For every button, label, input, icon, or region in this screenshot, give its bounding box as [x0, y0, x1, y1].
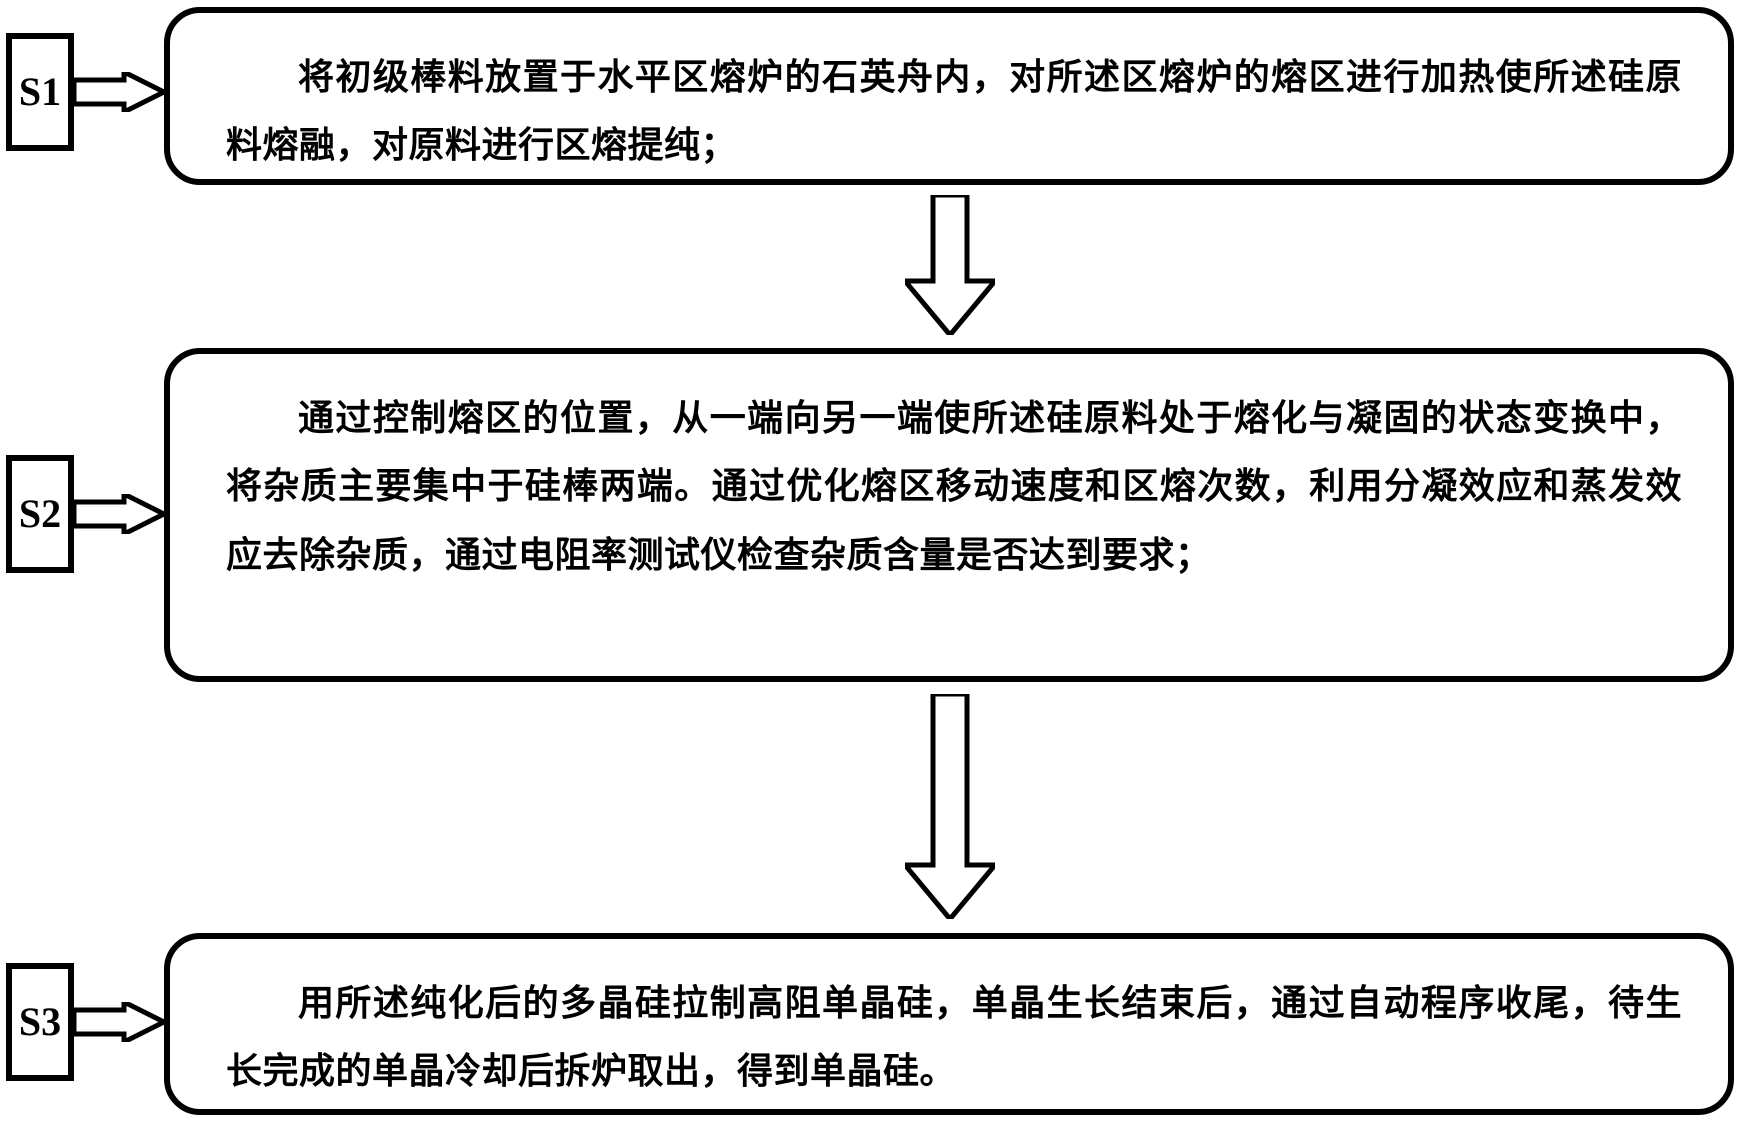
step-s3-label: S3: [19, 1002, 61, 1042]
step-s2-label: S2: [19, 494, 61, 534]
arrow-s2-to-s3: [905, 694, 995, 919]
step-s2-body: 通过控制熔区的位置，从一端向另一端使所述硅原料处于熔化与凝固的状态变换中，将杂质…: [164, 348, 1734, 682]
arrow-s2-label-to-body: [74, 494, 164, 534]
step-s1-label-box: S1: [6, 33, 74, 151]
step-s2-label-box: S2: [6, 455, 74, 573]
step-s3-label-box: S3: [6, 963, 74, 1081]
arrow-s1-label-to-body: [74, 72, 164, 112]
step-s3-text: 用所述纯化后的多晶硅拉制高阻单晶硅，单晶生长结束后，通过自动程序收尾，待生长完成…: [226, 969, 1682, 1106]
step-s2-text: 通过控制熔区的位置，从一端向另一端使所述硅原料处于熔化与凝固的状态变换中，将杂质…: [226, 384, 1682, 589]
step-s1-text: 将初级棒料放置于水平区熔炉的石英舟内，对所述区熔炉的熔区进行加热使所述硅原料熔融…: [226, 43, 1682, 180]
step-s1-body: 将初级棒料放置于水平区熔炉的石英舟内，对所述区熔炉的熔区进行加热使所述硅原料熔融…: [164, 7, 1734, 185]
step-s1-label: S1: [19, 72, 61, 112]
arrow-s3-label-to-body: [74, 1002, 164, 1042]
flowchart-canvas: S1 将初级棒料放置于水平区熔炉的石英舟内，对所述区熔炉的熔区进行加热使所述硅原…: [0, 0, 1751, 1121]
arrow-s1-to-s2: [905, 195, 995, 335]
step-s3-body: 用所述纯化后的多晶硅拉制高阻单晶硅，单晶生长结束后，通过自动程序收尾，待生长完成…: [164, 933, 1734, 1115]
